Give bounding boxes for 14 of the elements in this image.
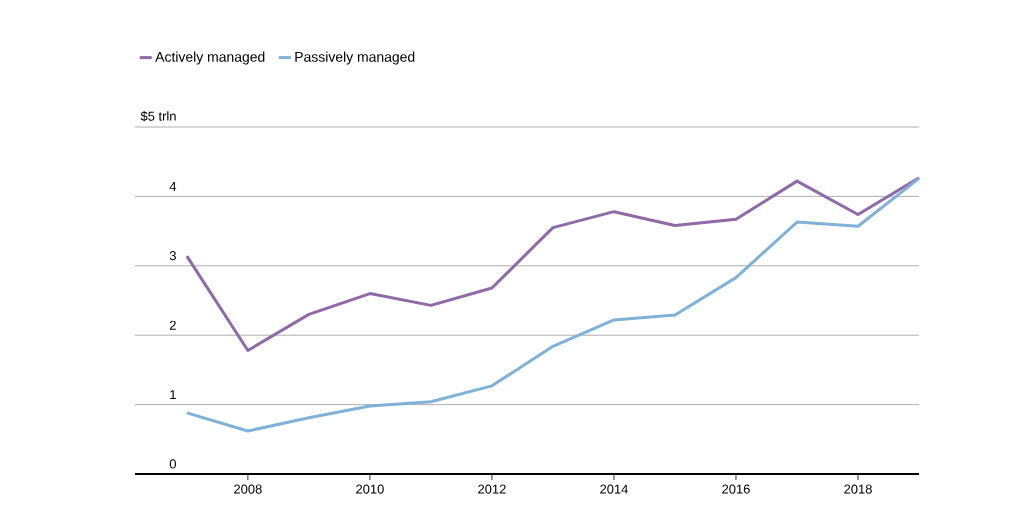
x-tick-label: 2012 xyxy=(478,484,506,494)
x-tick-label: 2014 xyxy=(600,484,628,494)
x-tick-label: 2008 xyxy=(234,484,262,494)
x-tick-label: 2016 xyxy=(722,484,750,494)
x-tick-label: 2018 xyxy=(844,484,872,494)
y-tick-label: 0 xyxy=(169,459,176,469)
legend-label: Actively managed xyxy=(155,51,265,65)
x-tick-label: 2010 xyxy=(356,484,384,494)
y-tick-label: 2 xyxy=(169,320,176,330)
legend-label: Passively managed xyxy=(295,51,415,65)
y-tick-label: 4 xyxy=(169,181,177,191)
y-tick-label: 1 xyxy=(170,390,176,400)
y-tick-label: $5 trln xyxy=(140,110,176,122)
y-tick-label: 3 xyxy=(169,251,176,261)
